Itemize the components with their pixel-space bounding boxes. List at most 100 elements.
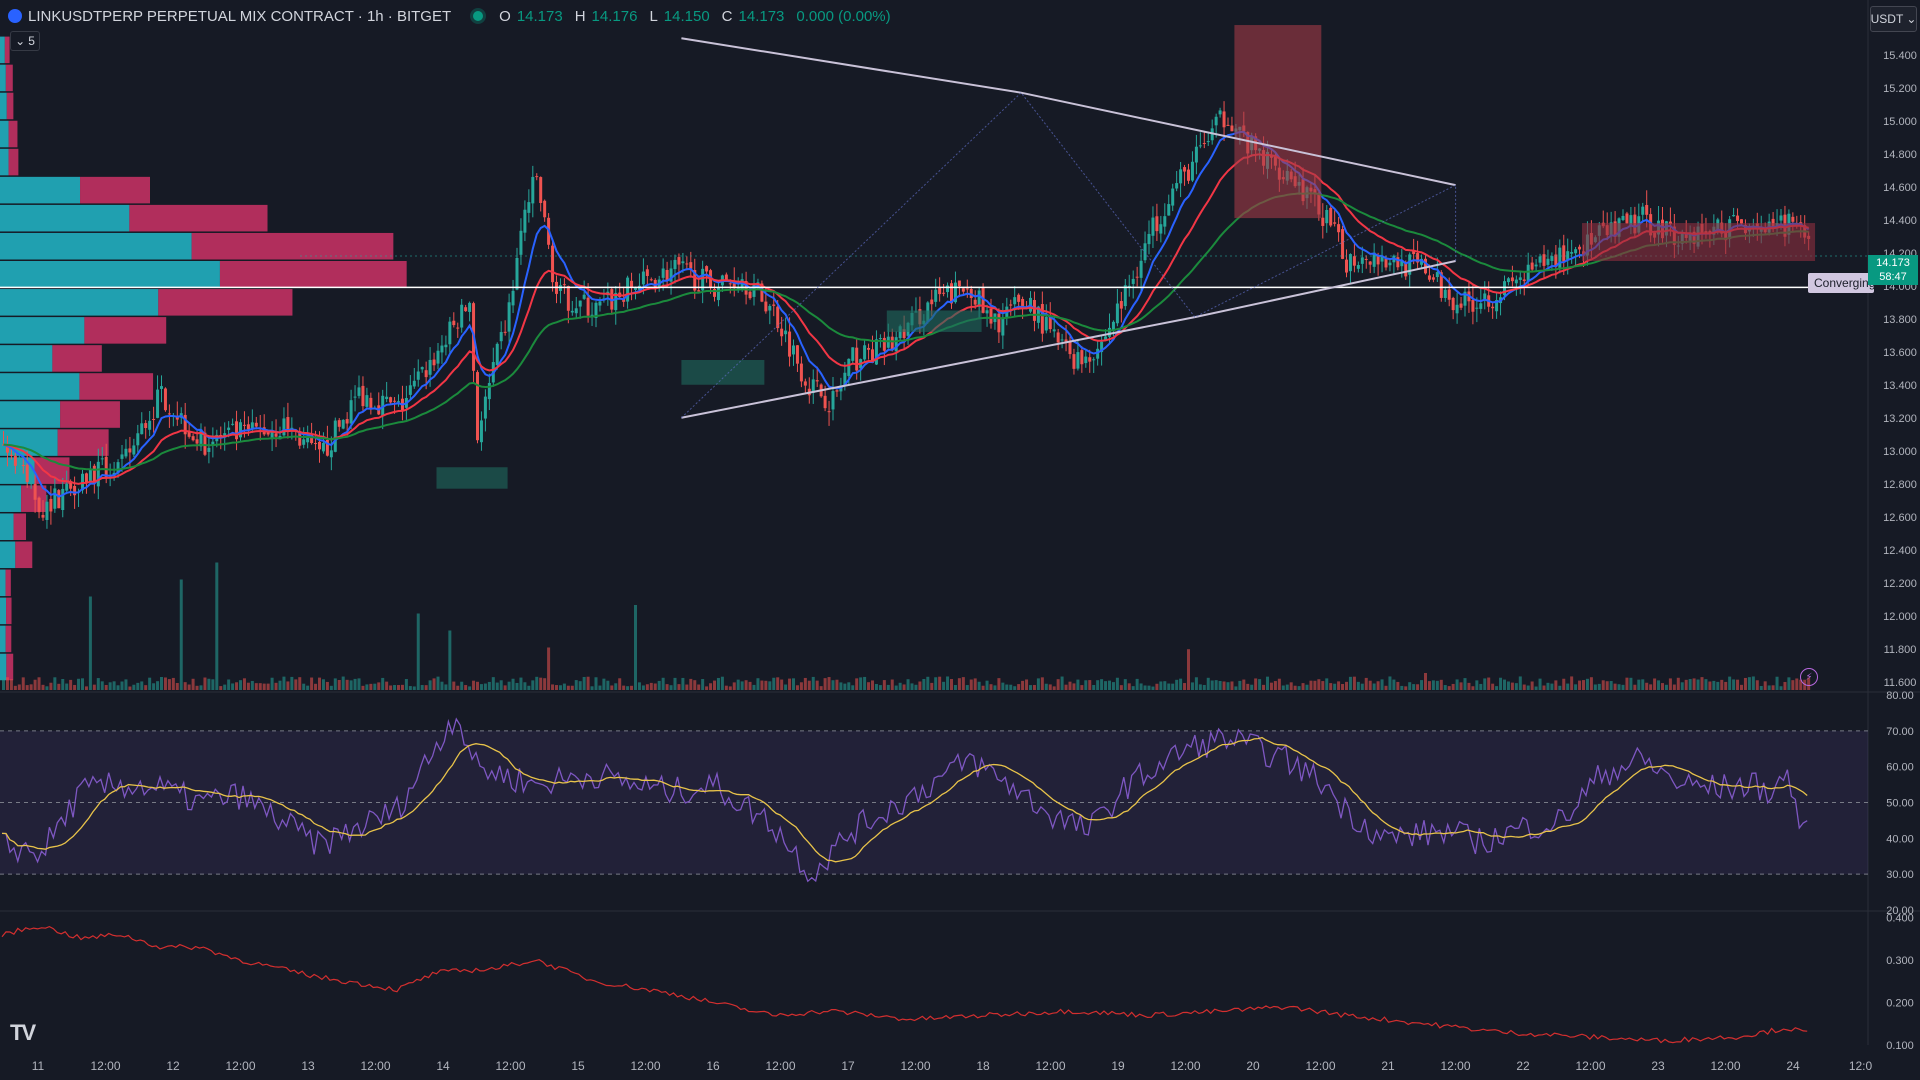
candle-body xyxy=(282,418,286,436)
volume-bar xyxy=(1258,679,1262,690)
volume-bar xyxy=(365,684,369,690)
candle-body xyxy=(1641,206,1645,215)
time-axis-label: 14 xyxy=(436,1059,450,1073)
candle-body xyxy=(693,270,697,291)
volume-bar xyxy=(290,676,294,690)
volume-bar xyxy=(41,684,45,690)
candle-body xyxy=(1352,256,1356,266)
candle-body xyxy=(1625,213,1629,224)
candle-body xyxy=(1222,111,1226,128)
candle-body xyxy=(1348,254,1352,272)
candle-body xyxy=(207,447,211,452)
symbol-title[interactable]: LINKUSDTPERP PERPETUAL MIX CONTRACT · 1h… xyxy=(28,7,452,25)
candle-body xyxy=(965,288,969,290)
volume-bar xyxy=(1179,678,1183,690)
volume-bar xyxy=(1542,685,1546,690)
candle-body xyxy=(784,330,788,335)
volume-bar xyxy=(88,596,92,690)
candle-body xyxy=(823,395,827,409)
volume-bar xyxy=(969,679,973,690)
volume-bar xyxy=(124,679,128,690)
volume-bar xyxy=(590,686,594,690)
volume-bar xyxy=(1210,680,1214,690)
candle-body xyxy=(460,304,464,328)
volume-bar xyxy=(1250,684,1254,690)
volume-bar xyxy=(1412,684,1416,690)
volume-bar xyxy=(1277,678,1281,690)
volume-bar xyxy=(1597,683,1601,690)
volume-profile-up xyxy=(0,401,61,428)
candle-body xyxy=(1514,279,1518,284)
candle-body xyxy=(1333,222,1337,224)
volume-profile-up xyxy=(0,232,192,260)
candle-body xyxy=(1194,146,1198,163)
volume-bar xyxy=(1135,678,1139,690)
candle-body xyxy=(1621,215,1625,220)
candle-body xyxy=(1388,262,1392,266)
candle-body xyxy=(543,200,547,218)
volume-bar xyxy=(1044,683,1048,690)
volume-bar xyxy=(1143,685,1147,690)
volume-bar xyxy=(827,677,831,690)
volume-bar xyxy=(681,677,685,690)
candle-body xyxy=(385,396,389,400)
candle-body xyxy=(45,501,49,520)
volume-bar xyxy=(452,681,456,690)
candle-body xyxy=(1506,278,1510,283)
candle-body xyxy=(432,359,436,366)
volume-bar xyxy=(1704,679,1708,690)
candle-body xyxy=(84,473,88,483)
currency-button[interactable]: USDT ⌄ xyxy=(1870,6,1917,32)
time-axis-label: 12:00 xyxy=(225,1059,255,1073)
candle-body xyxy=(515,257,519,290)
volume-bar xyxy=(1649,684,1653,690)
candle-body xyxy=(1396,257,1400,268)
volume-profile-up xyxy=(0,345,53,372)
volume-bar xyxy=(1447,686,1451,690)
candle-body xyxy=(1412,251,1416,254)
candle-body xyxy=(511,290,515,306)
candle-body xyxy=(523,209,527,233)
volume-bar xyxy=(1096,680,1100,690)
candle-body xyxy=(239,422,242,438)
volume-bar xyxy=(175,682,179,690)
volume-bar xyxy=(606,680,610,690)
indicators-collapse-button[interactable]: ⌄ 5 xyxy=(10,31,40,51)
candle-body xyxy=(574,308,578,314)
volume-bar xyxy=(254,683,258,690)
volume-bar xyxy=(321,679,325,690)
candle-body xyxy=(1084,356,1088,364)
volume-bar xyxy=(1076,679,1080,690)
volume-profile-up xyxy=(0,176,81,204)
volume-bar xyxy=(357,678,361,690)
order-block-box xyxy=(1234,25,1322,219)
candle-body xyxy=(1566,251,1570,261)
volume-bar xyxy=(483,683,487,690)
volume-bar xyxy=(910,683,914,690)
volume-bar xyxy=(551,684,555,690)
price-axis-label: 13.800 xyxy=(1883,314,1917,326)
candle-body xyxy=(9,454,13,456)
last-price-tag: 14.173 58:47 xyxy=(1868,255,1918,285)
volume-profile-up xyxy=(0,625,6,653)
volume-bar xyxy=(393,685,397,690)
time-axis-label: 15 xyxy=(571,1059,585,1073)
volume-bar xyxy=(673,677,677,690)
volume-bar xyxy=(1017,684,1021,690)
candle-body xyxy=(266,431,270,435)
volume-bar xyxy=(1585,678,1589,690)
volume-bar xyxy=(890,679,894,690)
volume-bar xyxy=(199,685,203,690)
lightning-icon[interactable]: ⚡ xyxy=(1800,668,1818,686)
volume-bar xyxy=(1751,676,1755,690)
volume-bar xyxy=(819,686,823,690)
exchange-logo-icon xyxy=(8,9,22,23)
candle-body xyxy=(321,442,325,452)
volume-bar xyxy=(1246,683,1250,690)
candle-body xyxy=(1111,321,1115,330)
volume-bar xyxy=(1380,679,1384,690)
candle-body xyxy=(851,347,855,361)
volume-bar xyxy=(843,683,847,690)
volume-bar xyxy=(831,680,835,690)
